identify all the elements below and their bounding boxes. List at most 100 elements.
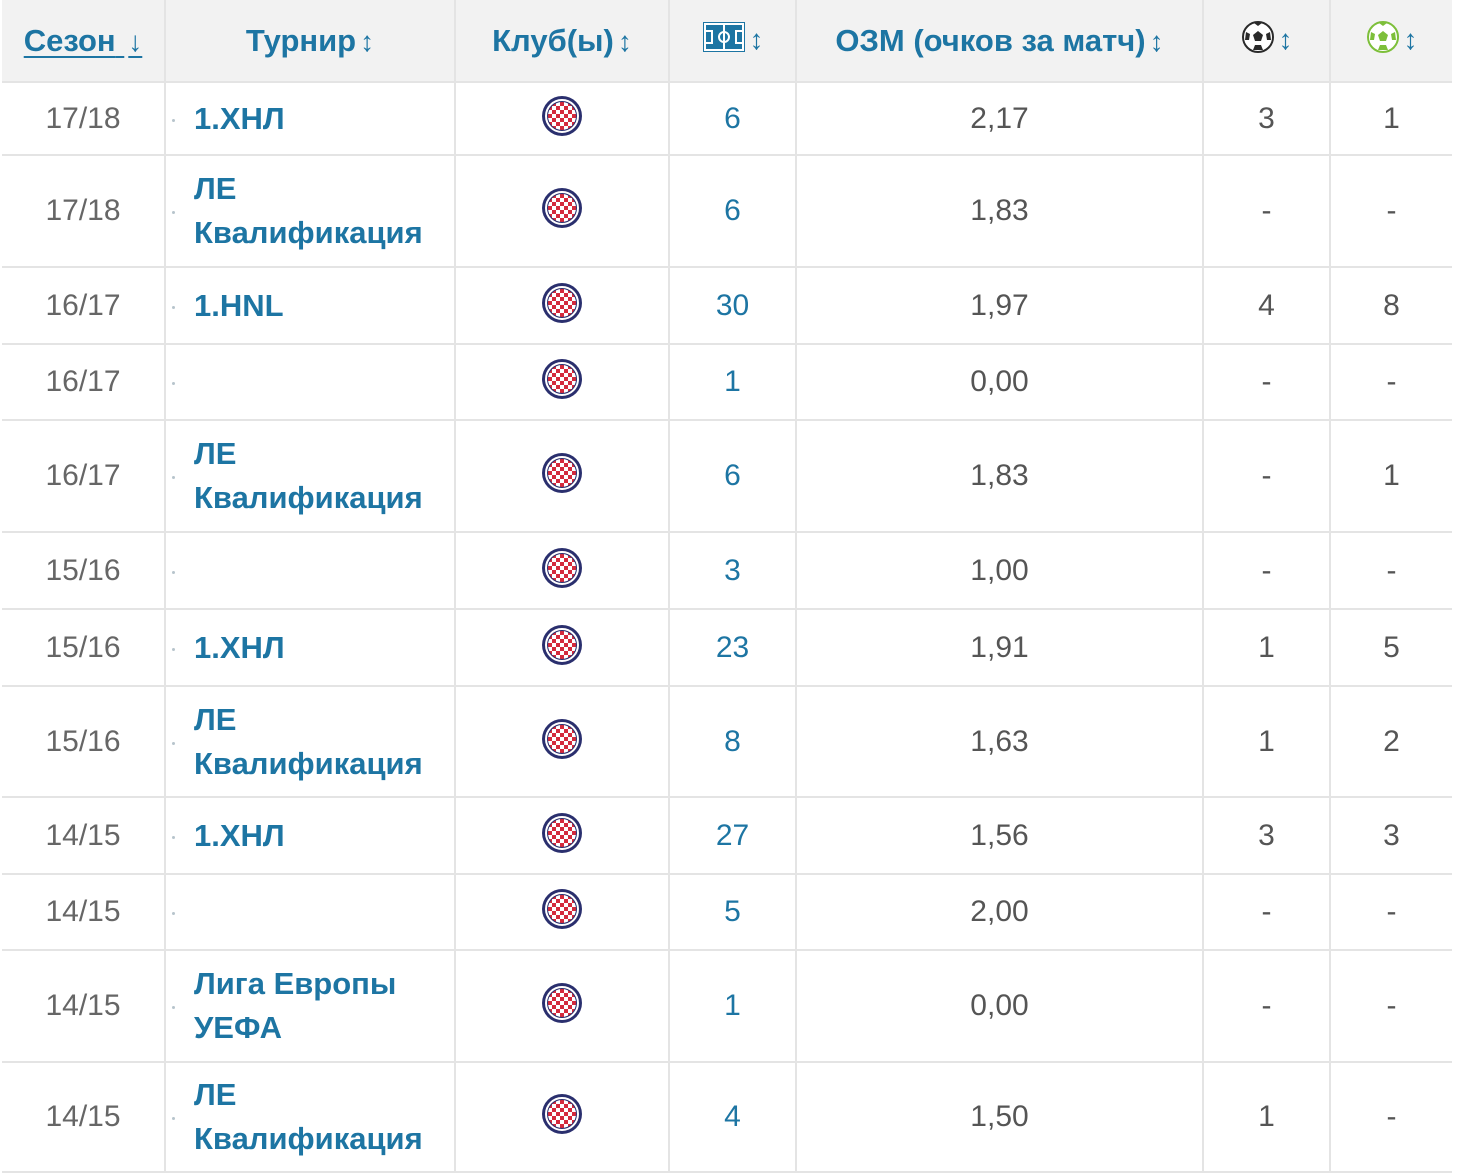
matches-link[interactable]: 6 (669, 155, 797, 268)
dot-icon (172, 118, 175, 122)
club-crest-icon[interactable] (542, 95, 582, 136)
sort-both-icon[interactable]: ↕ (1278, 23, 1293, 55)
dot-icon (172, 835, 175, 839)
sort-goals-header[interactable]: ↕ (1203, 0, 1331, 83)
season-header-label[interactable]: Сезон (23, 22, 116, 58)
sort-both-icon[interactable]: ↕ (617, 25, 632, 57)
club-crest-icon[interactable] (542, 718, 582, 759)
goals-cell: - (1203, 874, 1331, 951)
season-cell: 14/15 (2, 950, 166, 1063)
matches-link[interactable]: 30 (669, 267, 797, 345)
ppg-cell: 0,00 (796, 344, 1204, 421)
matches-link[interactable]: 4 (669, 1062, 797, 1173)
matches-link[interactable]: 1 (669, 950, 797, 1063)
table-row: 16/17 ЛЕ Квалификация 6 1,83 - 1 (2, 420, 1452, 533)
clubs-header-label[interactable]: Клуб(ы) (492, 22, 614, 58)
sort-season-header[interactable]: Сезон ↓ (2, 0, 166, 83)
matches-link[interactable]: 8 (669, 686, 797, 798)
season-cell: 14/15 (2, 797, 166, 875)
sort-desc-icon[interactable]: ↓ (128, 25, 143, 57)
season-cell: 14/15 (2, 874, 166, 951)
table-body: 17/18 1.ХНЛ 6 2,17 3 1 17/18 ЛЕ Квалифик… (2, 82, 1452, 1173)
matches-link[interactable]: 5 (669, 874, 797, 951)
club-crest-icon[interactable] (542, 547, 582, 588)
assists-cell: - (1330, 155, 1452, 268)
matches-link[interactable]: 6 (669, 82, 797, 156)
club-crest-icon[interactable] (542, 812, 582, 853)
sort-clubs-header[interactable]: Клуб(ы) ↕ (455, 0, 670, 83)
table-row: 14/15 1.ХНЛ 27 1,56 3 3 (2, 797, 1452, 875)
season-cell: 17/18 (2, 155, 166, 268)
tournament-cell: ЛЕ Квалификация (165, 155, 456, 268)
dot-icon (172, 570, 175, 574)
tournament-header-label[interactable]: Турнир (245, 22, 357, 58)
tournament-cell: ЛЕ Квалификация (165, 1062, 456, 1173)
ball-icon[interactable] (1241, 20, 1275, 62)
tournament-link[interactable]: ЛЕ Квалификация (194, 171, 423, 250)
matches-link[interactable]: 1 (669, 344, 797, 421)
goals-cell: 1 (1203, 686, 1331, 798)
tournament-link[interactable]: 1.ХНЛ (194, 100, 285, 136)
assists-cell: 1 (1330, 420, 1452, 533)
matches-link[interactable]: 3 (669, 532, 797, 610)
club-crest-icon[interactable] (542, 188, 582, 229)
ppg-cell: 1,97 (796, 267, 1204, 345)
club-cell (455, 155, 670, 268)
tournament-cell (165, 532, 456, 610)
goals-cell: - (1203, 155, 1331, 268)
table-row: 16/17 1 0,00 - - (2, 344, 1452, 421)
dot-icon (172, 741, 175, 745)
ball-assist-icon[interactable] (1366, 20, 1400, 62)
sort-matches-header[interactable]: ↕ (669, 0, 797, 83)
goals-cell: - (1203, 344, 1331, 421)
tournament-link[interactable]: 1.HNL (194, 287, 284, 323)
dot-icon (172, 305, 175, 309)
tournament-link[interactable]: ЛЕ Квалификация (194, 701, 423, 781)
club-crest-icon[interactable] (542, 983, 582, 1024)
tournament-cell: ЛЕ Квалификация (165, 420, 456, 533)
pitch-icon[interactable] (702, 21, 746, 61)
table-row: 17/18 ЛЕ Квалификация 6 1,83 - - (2, 155, 1452, 268)
tournament-link[interactable]: 1.ХНЛ (194, 817, 285, 853)
matches-link[interactable]: 23 (669, 609, 797, 687)
season-cell: 16/17 (2, 420, 166, 533)
club-cell (455, 609, 670, 687)
ppg-cell: 2,00 (796, 874, 1204, 951)
tournament-link[interactable]: ЛЕ Квалификация (194, 1077, 423, 1156)
club-crest-icon[interactable] (542, 624, 582, 665)
tournament-link[interactable]: 1.ХНЛ (194, 629, 285, 665)
club-cell (455, 797, 670, 875)
sort-both-icon[interactable]: ↕ (1149, 25, 1164, 57)
club-cell (455, 267, 670, 345)
assists-cell: - (1330, 1062, 1452, 1173)
assists-cell: - (1330, 874, 1452, 951)
sort-both-icon[interactable]: ↕ (749, 23, 764, 55)
season-cell: 17/18 (2, 82, 166, 156)
sort-tournament-header[interactable]: Турнир ↕ (165, 0, 456, 83)
matches-link[interactable]: 6 (669, 420, 797, 533)
sort-both-icon[interactable]: ↕ (360, 25, 375, 57)
club-crest-icon[interactable] (542, 359, 582, 400)
ppg-header-label[interactable]: ОЗМ (очков за матч) (835, 22, 1146, 58)
matches-link[interactable]: 27 (669, 797, 797, 875)
club-cell (455, 950, 670, 1063)
goals-cell: 3 (1203, 82, 1331, 156)
tournament-link[interactable]: Лига Европы УЕФА (194, 966, 397, 1045)
ppg-cell: 1,50 (796, 1062, 1204, 1173)
table-row: 15/16 1.ХНЛ 23 1,91 1 5 (2, 609, 1452, 687)
club-crest-icon[interactable] (542, 1094, 582, 1135)
club-crest-icon[interactable] (542, 453, 582, 494)
club-crest-icon[interactable] (542, 282, 582, 323)
sort-both-icon[interactable]: ↕ (1403, 23, 1418, 55)
club-cell (455, 420, 670, 533)
ppg-cell: 1,56 (796, 797, 1204, 875)
assists-cell: 1 (1330, 82, 1452, 156)
ppg-cell: 1,00 (796, 532, 1204, 610)
assists-cell: - (1330, 950, 1452, 1063)
sort-ppg-header[interactable]: ОЗМ (очков за матч) ↕ (796, 0, 1204, 83)
tournament-link[interactable]: ЛЕ Квалификация (194, 436, 423, 515)
dot-icon (172, 476, 175, 479)
club-crest-icon[interactable] (542, 889, 582, 930)
sort-assists-header[interactable]: ↕ (1330, 0, 1452, 83)
tournament-cell: 1.ХНЛ (165, 797, 456, 875)
